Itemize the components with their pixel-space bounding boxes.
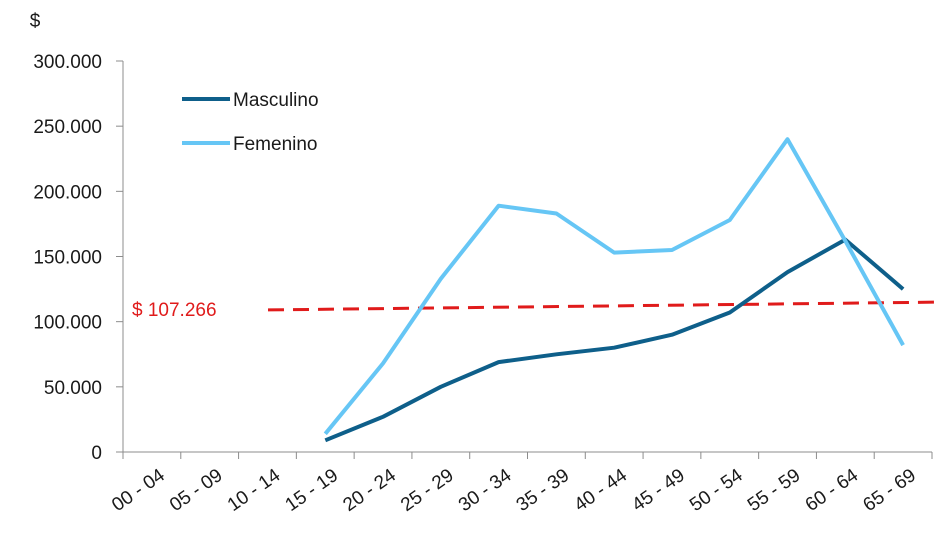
series-group xyxy=(323,137,905,443)
x-tick-label: 00 - 04 xyxy=(108,465,169,516)
reference-line-label: $ 107.266 xyxy=(132,300,217,321)
legend-label: Masculino xyxy=(233,90,319,111)
series-line-femenino xyxy=(323,137,905,436)
x-tick-label: 50 - 54 xyxy=(686,465,747,516)
x-tick-label: 35 - 39 xyxy=(513,465,574,516)
y-tick-label: 300.000 xyxy=(33,52,102,73)
x-tick-label: 55 - 59 xyxy=(744,465,805,516)
y-tick-label: 200.000 xyxy=(33,182,102,203)
legend: Masculino Femenino xyxy=(182,90,319,155)
x-tick-label: 10 - 14 xyxy=(224,465,285,516)
x-tick-label: 45 - 49 xyxy=(628,465,689,516)
y-tick-label: 150.000 xyxy=(33,248,102,269)
x-tick-label: 20 - 24 xyxy=(339,465,400,516)
x-tick-label: 65 - 69 xyxy=(859,465,920,516)
reference-line xyxy=(267,300,938,312)
x-tick-label: 40 - 44 xyxy=(571,465,632,516)
y-tick-label: 0 xyxy=(91,443,102,464)
y-tick-label: 50.000 xyxy=(44,378,102,399)
x-tick-label: 05 - 09 xyxy=(166,465,227,516)
reference-line-group: $ 107.266 xyxy=(132,300,938,321)
series-line-masculino xyxy=(324,237,905,443)
y-axis-label: $ xyxy=(30,11,41,32)
x-tick-label: 60 - 64 xyxy=(802,465,863,516)
x-tick-label: 30 - 34 xyxy=(455,465,516,516)
legend-label: Femenino xyxy=(233,134,318,155)
x-tick-label: 25 - 29 xyxy=(397,465,458,516)
y-tick-label: 250.000 xyxy=(33,117,102,138)
x-tick-label: 15 - 19 xyxy=(282,465,343,516)
y-tick-label: 100.000 xyxy=(33,313,102,334)
y-axis: 0 50.000 100.000 150.000 200.000 250.000 300.0… xyxy=(33,52,124,464)
